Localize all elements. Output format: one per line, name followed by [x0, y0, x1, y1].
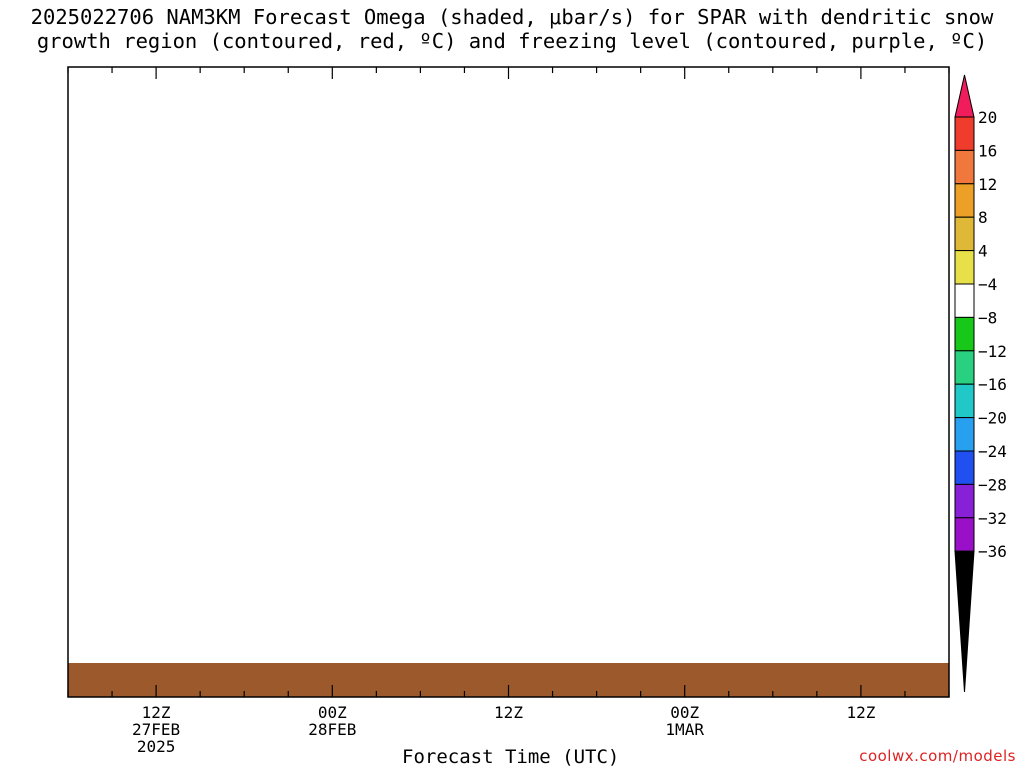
plot-area — [68, 67, 949, 697]
colorbar-label: −32 — [978, 509, 1007, 528]
x-tick-label: 27FEB — [132, 720, 180, 739]
x-tick-label: 12Z — [494, 703, 523, 722]
colorbar-swatch — [954, 450, 975, 485]
colorbar-swatch — [954, 383, 975, 419]
x-tick-label: 2025 — [137, 737, 176, 756]
x-tick-label: 28FEB — [308, 720, 356, 739]
colorbar-swatch — [954, 417, 975, 452]
colorbar-label: −36 — [978, 542, 1007, 561]
colorbar-swatch — [954, 250, 975, 285]
colorbar-label: −4 — [978, 275, 997, 294]
colorbar-swatch — [954, 316, 975, 352]
colorbar-bottom-arrow — [954, 550, 975, 693]
colorbar-label: 16 — [978, 141, 997, 160]
colorbar-label: −20 — [978, 409, 1007, 428]
colorbar-swatch — [954, 517, 975, 552]
colorbar-label: −16 — [978, 375, 1007, 394]
x-axis-title: Forecast Time (UTC) — [402, 746, 620, 768]
colorbar-top-arrow — [954, 74, 975, 118]
colorbar-swatch — [954, 350, 975, 385]
colorbar-label: 12 — [978, 175, 997, 194]
colorbar-label: 20 — [978, 108, 997, 127]
chart-title-line-2: growth region (contoured, red, ºC) and f… — [36, 29, 988, 53]
x-tick-label: 00Z — [318, 703, 347, 722]
colorbar-label: 4 — [978, 242, 988, 261]
colorbar-label: −28 — [978, 475, 1007, 494]
x-tick-label: 1MAR — [665, 720, 704, 739]
colorbar-swatch — [954, 116, 975, 151]
colorbar-swatch — [954, 483, 975, 519]
x-tick-label: 12Z — [846, 703, 875, 722]
x-tick-label: 12Z — [142, 703, 171, 722]
source-credit: coolwx.com/models — [859, 747, 1016, 765]
colorbar-label: −12 — [978, 342, 1007, 361]
colorbar-label: −8 — [978, 308, 997, 327]
x-tick-label: 00Z — [670, 703, 699, 722]
colorbar-swatch — [954, 216, 975, 252]
colorbar: 20 16 12 8 4 −4 −8 −12 −16 −20 −24 −28 −32 −36 — [954, 74, 1007, 693]
colorbar-swatch — [954, 183, 975, 218]
colorbar-label: 8 — [978, 208, 988, 227]
colorbar-label: −24 — [978, 442, 1007, 461]
chart-title-line-1: 2025022706 NAM3KM Forecast Omega (shaded… — [30, 5, 994, 29]
colorbar-swatch — [954, 283, 975, 318]
colorbar-swatch — [954, 149, 975, 185]
